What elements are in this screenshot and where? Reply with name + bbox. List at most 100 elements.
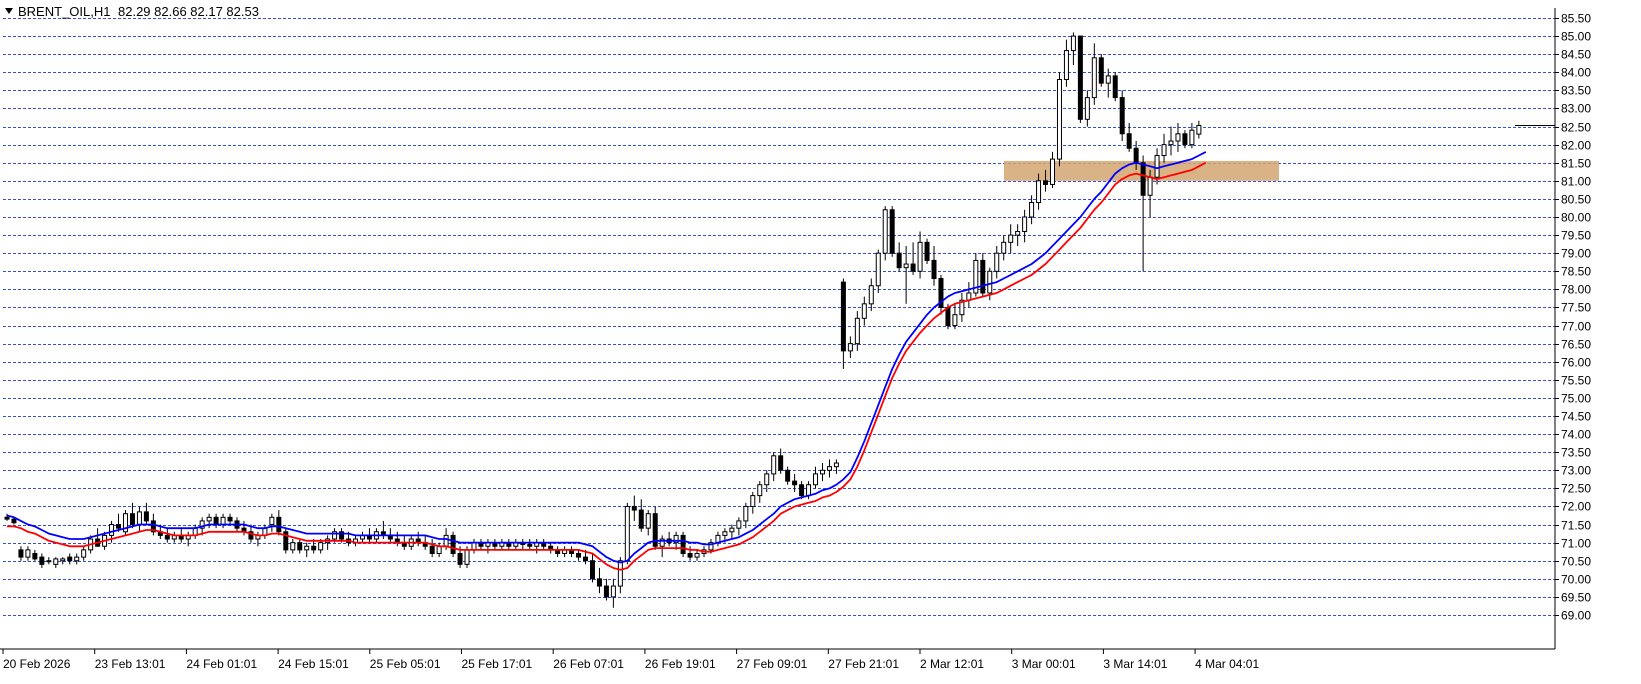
candle-body bbox=[987, 270, 993, 294]
candle-body bbox=[576, 552, 582, 558]
candle-body bbox=[150, 520, 156, 533]
candle-body bbox=[994, 252, 1000, 272]
candle-body bbox=[1050, 158, 1055, 185]
candle-body bbox=[4, 516, 10, 520]
candle bbox=[980, 253, 986, 297]
price-axis[interactable]: 85.50 85.00 84.50 84.00 83.50 83.00 82.50 82.00… bbox=[1515, 12, 1591, 623]
candle bbox=[917, 231, 923, 279]
candle-body bbox=[924, 241, 930, 261]
candle bbox=[1126, 122, 1132, 152]
candle bbox=[1189, 122, 1195, 149]
candle bbox=[603, 578, 609, 601]
candle bbox=[576, 549, 582, 561]
candle-body bbox=[631, 505, 637, 511]
candle-body bbox=[1182, 133, 1188, 146]
candle bbox=[1182, 130, 1188, 149]
candle bbox=[680, 531, 686, 558]
candle-body bbox=[60, 558, 66, 562]
candle-body bbox=[583, 556, 589, 562]
candle bbox=[1029, 195, 1035, 225]
candle-body bbox=[429, 545, 435, 554]
candle bbox=[882, 206, 888, 261]
candle bbox=[1112, 72, 1118, 102]
time-label: 24 Feb 01:01 bbox=[186, 657, 257, 671]
candle bbox=[938, 274, 944, 315]
price-label: 75.00 bbox=[1561, 392, 1591, 406]
time-label: 3 Mar 00:01 bbox=[1012, 657, 1076, 671]
candle bbox=[771, 452, 777, 482]
candle-body bbox=[471, 542, 477, 551]
candle-body bbox=[896, 252, 902, 269]
candle-body bbox=[339, 531, 345, 540]
candle-body bbox=[903, 263, 909, 269]
candle-body bbox=[847, 343, 853, 352]
candle-body bbox=[304, 545, 310, 551]
candle-body bbox=[443, 534, 449, 547]
price-label: 79.50 bbox=[1561, 229, 1591, 243]
price-label: 74.50 bbox=[1561, 410, 1591, 424]
candle-body bbox=[854, 317, 860, 345]
candle bbox=[833, 459, 839, 474]
candle-body bbox=[129, 513, 135, 526]
price-label: 82.50 bbox=[1561, 121, 1591, 135]
candle-body bbox=[1015, 230, 1021, 236]
candle-body bbox=[785, 469, 791, 482]
candle-body bbox=[1056, 79, 1062, 160]
price-label: 70.00 bbox=[1561, 573, 1591, 587]
candle-body bbox=[1147, 176, 1153, 196]
ma-fast-line bbox=[6, 151, 1207, 564]
candle bbox=[1084, 90, 1090, 127]
candle bbox=[924, 238, 930, 265]
price-label: 70.50 bbox=[1561, 555, 1591, 569]
candle-body bbox=[826, 466, 832, 471]
candle bbox=[750, 491, 756, 514]
candle-body bbox=[624, 505, 630, 562]
candle bbox=[1070, 32, 1076, 66]
candle bbox=[1119, 90, 1125, 142]
candle-body bbox=[952, 314, 958, 327]
candle-body bbox=[311, 545, 317, 551]
candle-body bbox=[603, 585, 609, 598]
ma-slow-line bbox=[7, 161, 1207, 571]
candle-body bbox=[596, 578, 602, 587]
candle bbox=[81, 546, 87, 561]
candle-body bbox=[917, 241, 923, 272]
candle bbox=[764, 470, 770, 492]
candle-body bbox=[792, 480, 798, 486]
candle-body bbox=[269, 516, 275, 526]
candle-body bbox=[931, 259, 937, 280]
candle bbox=[1008, 224, 1014, 254]
price-label: 77.50 bbox=[1561, 301, 1591, 315]
candle-body bbox=[46, 560, 52, 563]
candle bbox=[1091, 43, 1097, 105]
candle bbox=[227, 513, 233, 525]
candle-body bbox=[248, 531, 254, 540]
caret-down-icon[interactable] bbox=[5, 8, 13, 14]
moving-averages bbox=[6, 151, 1207, 571]
candle bbox=[269, 513, 275, 532]
candle-body bbox=[1126, 133, 1132, 149]
candle bbox=[610, 578, 616, 608]
candle-body bbox=[806, 484, 812, 497]
candle bbox=[1036, 173, 1042, 210]
candle-body bbox=[771, 455, 777, 475]
candle-body bbox=[819, 469, 825, 475]
time-label: 25 Feb 05:01 bbox=[370, 657, 441, 671]
candle-body bbox=[959, 299, 965, 316]
candle-body bbox=[39, 556, 45, 565]
candle-body bbox=[116, 524, 122, 529]
candle-body bbox=[109, 524, 115, 536]
price-label: 85.00 bbox=[1561, 30, 1591, 44]
candle-body bbox=[743, 505, 749, 522]
time-axis[interactable]: 20 Feb 2026 23 Feb 13:01 24 Feb 01:01 24 Fe… bbox=[2, 649, 1259, 671]
price-label: 85.50 bbox=[1561, 12, 1591, 26]
candle bbox=[854, 311, 860, 351]
candle-body bbox=[1140, 162, 1146, 196]
symbol-timeframe: BRENT_OIL,H1 bbox=[18, 4, 110, 19]
candle bbox=[164, 528, 170, 543]
candle bbox=[631, 495, 637, 521]
candle bbox=[25, 546, 31, 561]
candle bbox=[283, 528, 289, 554]
